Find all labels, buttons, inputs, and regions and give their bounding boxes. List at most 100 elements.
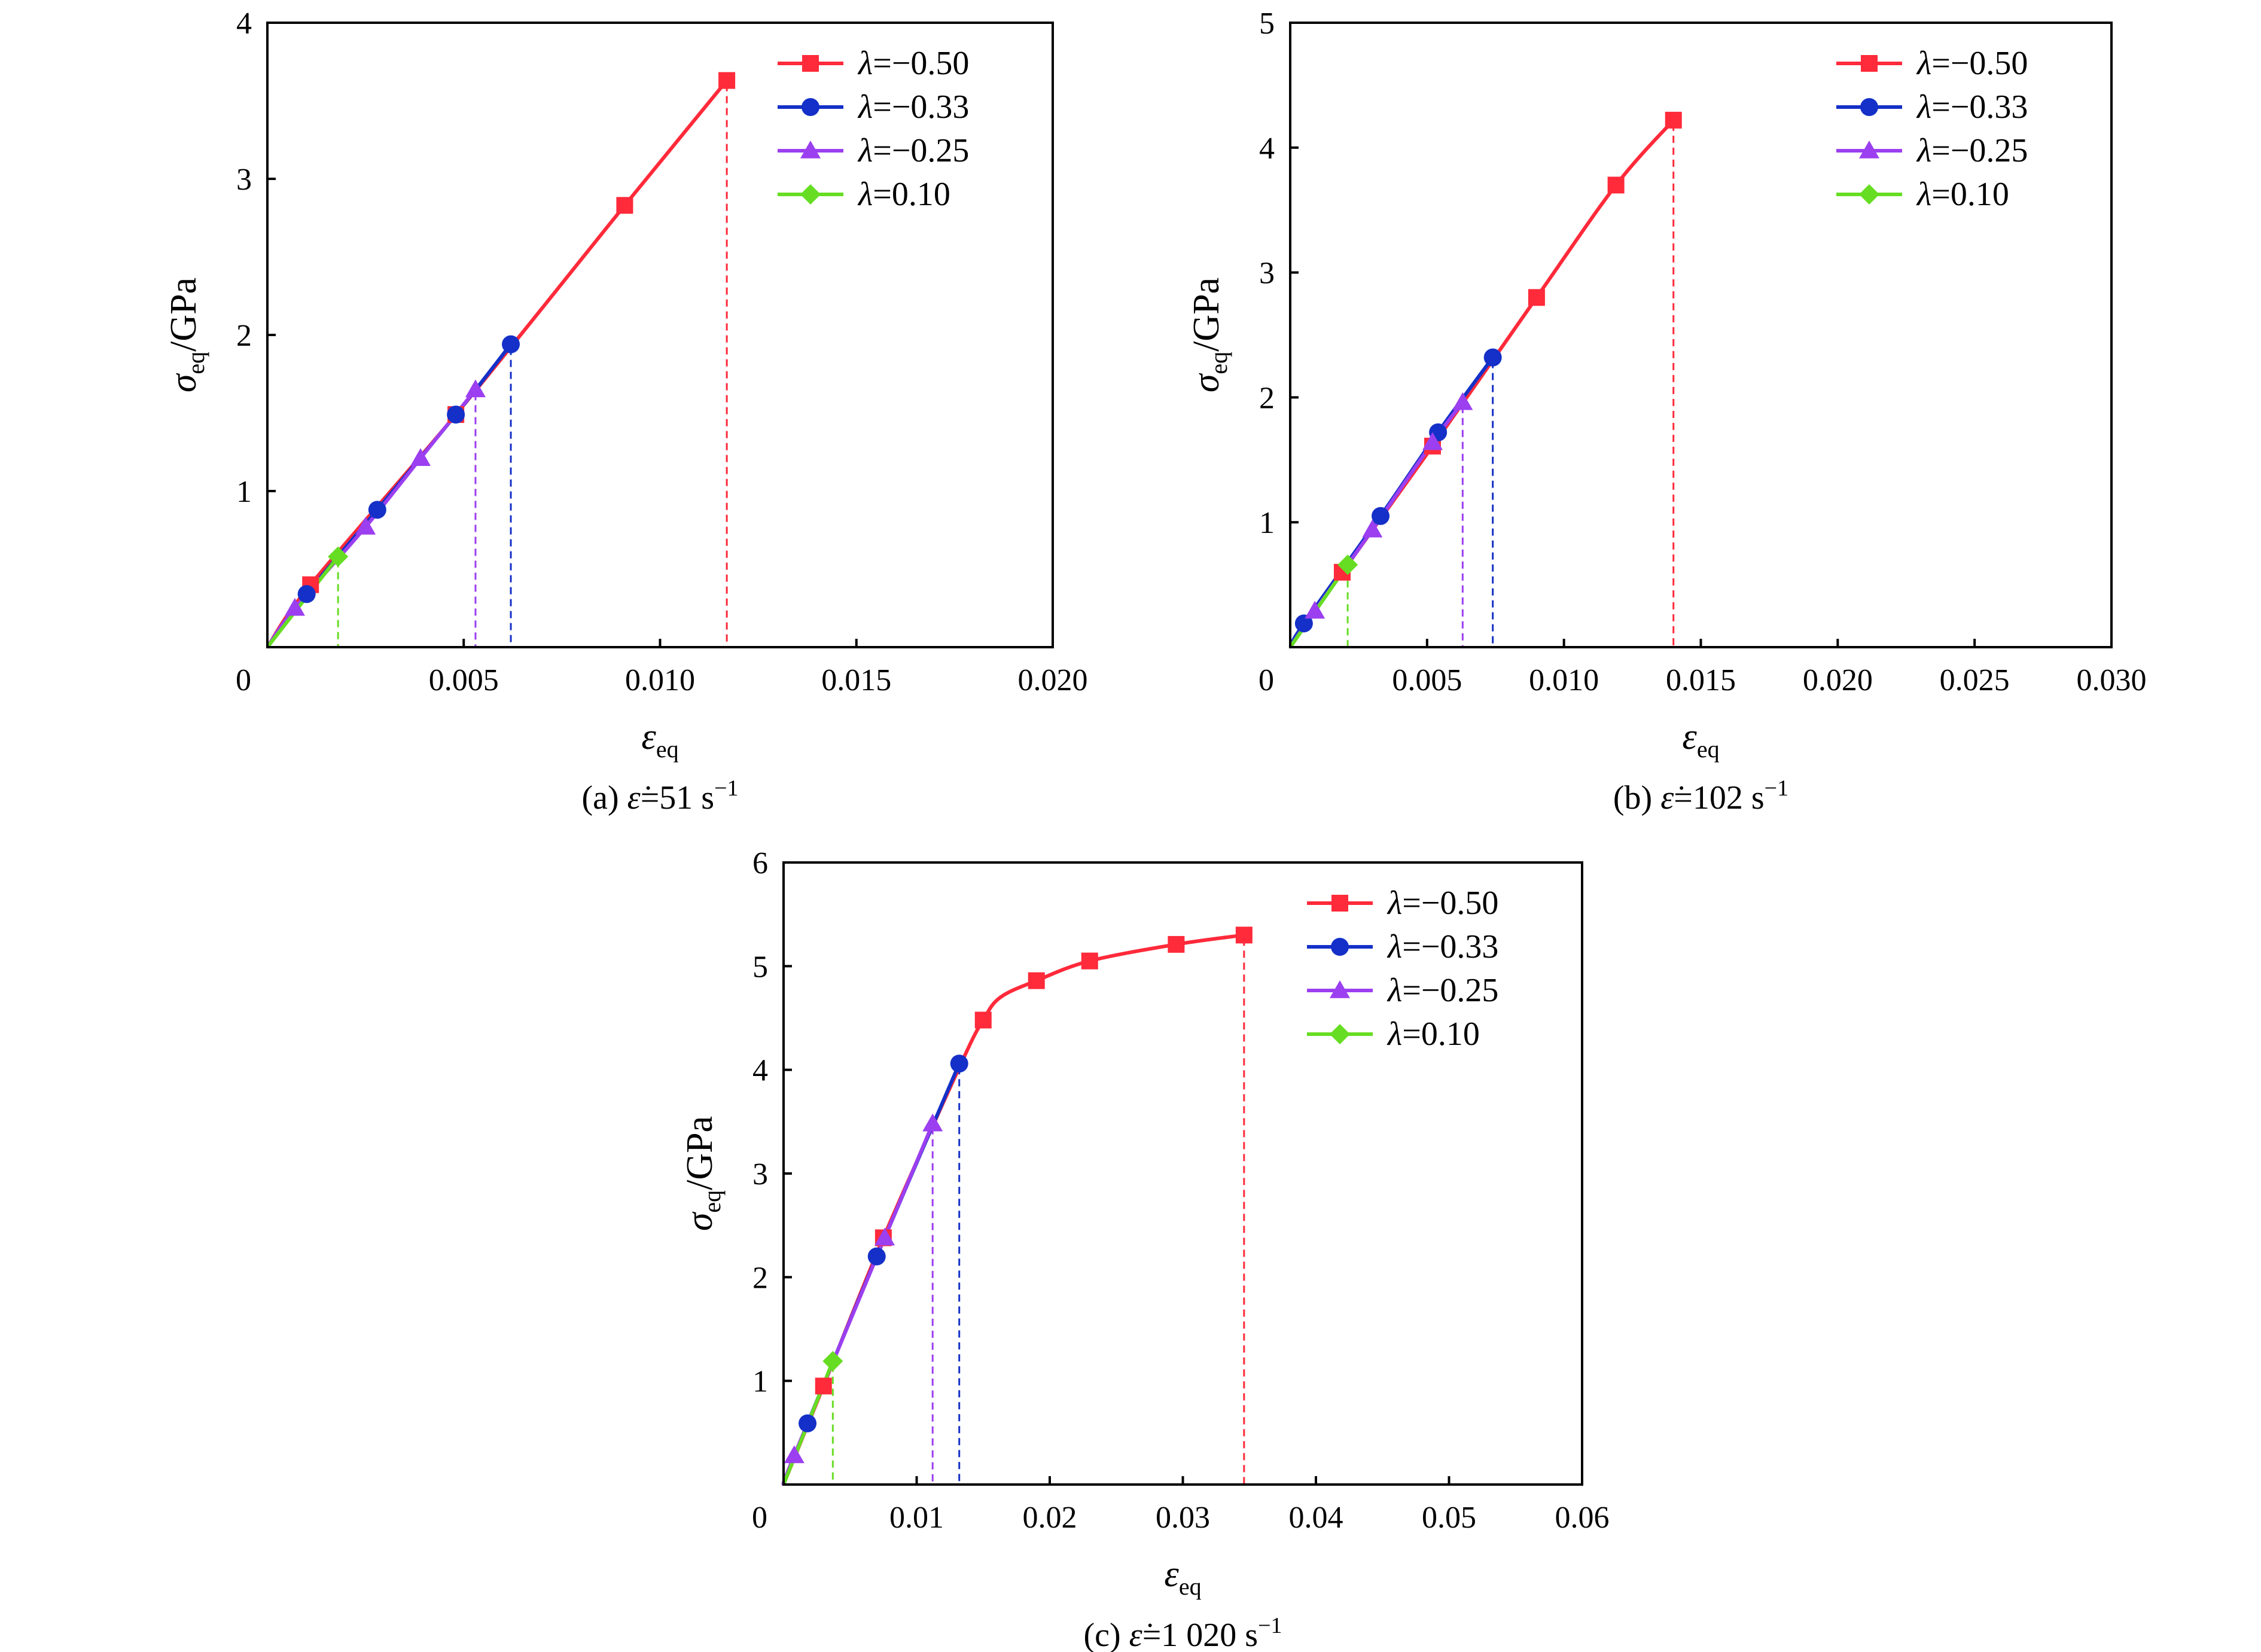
data-point xyxy=(1607,176,1625,194)
x-tick-label: 0.010 xyxy=(1529,663,1599,697)
data-point xyxy=(1362,519,1383,538)
data-point xyxy=(1452,392,1473,410)
data-point xyxy=(410,448,431,466)
y-axis-label: σeq/GPa xyxy=(163,278,209,392)
legend-label: λ=−0.25 xyxy=(857,132,969,169)
y-tick-label: 5 xyxy=(1259,7,1275,41)
y-tick-label: 3 xyxy=(236,163,252,197)
x-axis-label: εeq xyxy=(1164,1554,1201,1600)
legend-label: λ=−0.33 xyxy=(1387,928,1498,965)
y-tick-label: 3 xyxy=(1259,257,1275,291)
data-point xyxy=(784,1445,805,1464)
x-tick-label: 0.020 xyxy=(1018,663,1088,697)
data-point xyxy=(1372,507,1390,525)
x-tick-label: 0.015 xyxy=(821,663,891,697)
data-point xyxy=(1168,935,1185,953)
data-point xyxy=(368,501,386,519)
data-point xyxy=(799,1414,817,1432)
legend-label: λ=−0.33 xyxy=(1916,89,2028,126)
data-point xyxy=(922,1113,943,1132)
x-tick-label: 0.04 xyxy=(1289,1501,1343,1535)
data-point xyxy=(1294,614,1313,633)
data-point xyxy=(355,517,376,535)
chart-panel-1: 0 0.005 0.010 0.015 0.020 1 2 3 4 εeq σeq/GPa λ=−0.… xyxy=(163,7,1088,816)
data-point xyxy=(284,598,305,616)
data-point xyxy=(874,1227,895,1246)
panel-caption: (b) ε̇=102 s−1 xyxy=(1613,776,1788,816)
legend-marker xyxy=(1859,141,1879,159)
x-tick-label: 0.020 xyxy=(1803,663,1873,697)
data-point xyxy=(822,1351,843,1371)
x-tick-label: 0.03 xyxy=(1156,1501,1210,1535)
data-point xyxy=(1528,289,1545,306)
y-tick-label: 4 xyxy=(752,1054,768,1088)
y-axis-label: σeq/GPa xyxy=(679,1116,726,1231)
data-point xyxy=(297,585,316,604)
data-point xyxy=(447,406,465,424)
y-tick-label: 1 xyxy=(752,1365,768,1399)
data-point xyxy=(1028,972,1045,989)
legend-marker xyxy=(1859,184,1879,205)
data-point xyxy=(950,1054,968,1073)
legend-label: λ=−0.50 xyxy=(1387,885,1498,922)
x-tick-label: 0.005 xyxy=(429,663,499,697)
chart-panel-2: 0 0.005 0.010 0.015 0.020 0.025 0.030 1 2 3 4 5 εeq σ… xyxy=(1186,7,2147,816)
chart-panel-3: 0 0.01 0.02 0.03 0.04 0.05 0.06 1 2 3 4 5 6 εeq σeq/GP… xyxy=(679,846,1610,1652)
x-axis-label: εeq xyxy=(1682,717,1719,763)
legend-label: λ=0.10 xyxy=(857,176,950,213)
data-point xyxy=(328,546,349,567)
legend-label: λ=0.10 xyxy=(1387,1016,1480,1053)
data-point xyxy=(1235,926,1253,944)
legend-marker xyxy=(802,98,819,116)
y-tick-label: 1 xyxy=(1259,506,1275,540)
data-point xyxy=(815,1377,832,1395)
legend-marker xyxy=(1861,55,1878,72)
y-tick-label: 2 xyxy=(236,319,252,353)
legend-marker xyxy=(1331,895,1348,912)
x-tick-label: 0.01 xyxy=(889,1501,944,1535)
panel-caption: (a) ε̇=51 s−1 xyxy=(581,776,738,816)
y-tick-label: 4 xyxy=(236,7,252,41)
legend-label: λ=−0.25 xyxy=(1387,972,1498,1009)
data-point xyxy=(502,335,520,353)
x-tick-label: 0.005 xyxy=(1392,663,1462,697)
legend-label: λ=−0.33 xyxy=(857,89,969,126)
data-point xyxy=(465,379,486,398)
x-tick-label: 0.030 xyxy=(2077,663,2147,697)
x-tick-label: 0.05 xyxy=(1422,1501,1476,1535)
data-point xyxy=(1081,952,1098,970)
legend-marker xyxy=(1330,1024,1350,1044)
x-axis-label: εeq xyxy=(641,717,678,763)
panel-caption: (c) ε̇=1 020 s−1 xyxy=(1083,1613,1282,1652)
y-tick-label: 2 xyxy=(752,1261,768,1295)
legend-label: λ=−0.50 xyxy=(857,45,969,82)
legend-marker xyxy=(1330,980,1350,998)
data-point xyxy=(1305,601,1325,619)
legend-marker xyxy=(802,55,819,72)
y-tick-label: 2 xyxy=(1259,381,1275,415)
y-tick-label: 6 xyxy=(752,846,768,880)
legend-marker xyxy=(1860,98,1878,116)
data-point xyxy=(974,1011,992,1029)
data-point xyxy=(1665,111,1682,129)
x-tick-label: 0.015 xyxy=(1666,663,1736,697)
x-tick-label: 0.06 xyxy=(1555,1501,1610,1535)
x-tick-label: 0 xyxy=(236,663,251,697)
y-tick-label: 4 xyxy=(1259,132,1275,166)
x-tick-label: 0.010 xyxy=(625,663,695,697)
y-tick-label: 1 xyxy=(236,475,252,509)
x-tick-label: 0.025 xyxy=(1940,663,2010,697)
x-tick-label: 0 xyxy=(1259,663,1274,697)
data-point xyxy=(867,1247,886,1266)
data-point xyxy=(1422,432,1443,450)
x-tick-label: 0 xyxy=(752,1501,767,1535)
legend-marker xyxy=(800,141,821,159)
legend-marker xyxy=(800,184,821,205)
data-point xyxy=(1483,348,1502,367)
y-axis-label: σeq/GPa xyxy=(1186,278,1232,392)
legend-label: λ=−0.50 xyxy=(1916,45,2028,82)
series-line xyxy=(782,933,1245,1486)
data-point xyxy=(616,197,633,214)
y-tick-label: 5 xyxy=(752,950,768,984)
